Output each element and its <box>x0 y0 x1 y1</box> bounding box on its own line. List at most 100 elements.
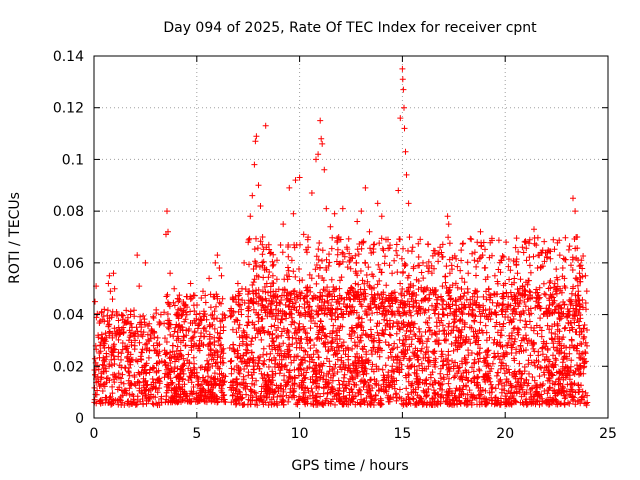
data-point <box>142 387 149 394</box>
data-point-outlier <box>477 228 484 235</box>
data-point <box>329 234 336 241</box>
data-point <box>276 370 283 377</box>
data-point <box>500 320 507 327</box>
data-point <box>207 304 214 311</box>
data-point <box>102 356 108 363</box>
data-point <box>467 235 474 242</box>
data-point <box>98 374 105 381</box>
data-point-outlier <box>212 259 219 266</box>
data-point-outlier <box>366 228 373 235</box>
data-point <box>255 318 262 325</box>
data-point-outlier <box>401 104 407 111</box>
data-point <box>260 274 267 281</box>
data-point <box>394 269 401 276</box>
data-point <box>221 312 228 319</box>
data-point <box>228 365 235 372</box>
data-point <box>315 246 322 253</box>
data-point <box>189 320 196 327</box>
data-point <box>171 390 177 396</box>
data-point <box>185 351 192 358</box>
data-point <box>437 244 444 251</box>
data-point-outlier <box>218 272 225 279</box>
data-point <box>152 385 159 392</box>
data-point <box>196 397 203 404</box>
data-point <box>285 264 291 271</box>
data-point <box>198 330 205 336</box>
data-point <box>187 296 194 303</box>
data-point-outlier <box>570 195 576 202</box>
data-point <box>386 331 393 338</box>
data-point <box>367 326 374 333</box>
data-point <box>445 323 452 330</box>
data-point-outlier <box>249 192 256 199</box>
data-point <box>476 327 483 334</box>
data-point <box>541 238 548 245</box>
data-point <box>97 348 104 355</box>
data-point <box>129 391 136 398</box>
data-point <box>290 268 297 275</box>
data-point <box>167 349 174 356</box>
data-point <box>253 377 260 384</box>
data-point <box>168 394 175 401</box>
data-point <box>249 335 256 342</box>
data-point <box>335 377 342 384</box>
data-point <box>363 272 370 278</box>
y-tick-label: 0.04 <box>53 308 84 324</box>
data-point <box>415 254 422 260</box>
data-point <box>136 385 143 392</box>
data-point-outlier <box>354 218 361 225</box>
data-point <box>211 325 218 332</box>
data-point <box>459 310 466 316</box>
data-point <box>115 336 122 343</box>
data-point <box>338 366 345 373</box>
data-point-outlier <box>286 184 293 191</box>
data-point <box>164 291 171 298</box>
data-point <box>179 363 185 370</box>
data-point <box>477 319 484 326</box>
data-point <box>176 292 183 299</box>
data-point <box>111 346 118 353</box>
data-point-outlier <box>572 208 579 215</box>
data-point <box>220 379 227 386</box>
data-point-outlier <box>445 221 452 228</box>
data-point-outlier <box>444 213 451 220</box>
data-point <box>181 318 188 325</box>
data-point <box>98 331 105 338</box>
data-point <box>204 357 211 364</box>
data-point <box>458 286 465 292</box>
x-tick-label: 25 <box>599 426 617 442</box>
data-point <box>508 350 515 356</box>
data-point <box>403 385 410 392</box>
data-point <box>128 339 135 346</box>
data-point <box>143 381 150 388</box>
data-point <box>175 385 182 392</box>
data-point <box>126 385 133 392</box>
data-point <box>437 370 444 377</box>
data-point <box>163 350 170 356</box>
data-point <box>517 276 524 283</box>
data-point <box>200 342 207 349</box>
data-point <box>531 377 538 384</box>
data-point <box>161 374 168 381</box>
data-point <box>120 330 127 336</box>
data-point <box>289 318 296 325</box>
data-point <box>410 304 417 311</box>
data-point <box>334 340 341 347</box>
data-point-outlier <box>526 262 533 269</box>
data-point-outlier <box>409 244 416 251</box>
data-point <box>353 259 360 266</box>
data-point <box>446 240 453 247</box>
data-point <box>207 340 214 346</box>
data-point <box>439 306 446 313</box>
data-point <box>328 245 335 252</box>
data-point <box>464 285 471 292</box>
data-point <box>236 302 243 309</box>
data-point <box>109 371 116 378</box>
data-point <box>145 354 152 361</box>
data-point <box>539 351 546 358</box>
data-point <box>332 401 338 408</box>
data-point <box>163 389 170 396</box>
data-point <box>133 357 140 364</box>
data-point <box>182 302 189 309</box>
